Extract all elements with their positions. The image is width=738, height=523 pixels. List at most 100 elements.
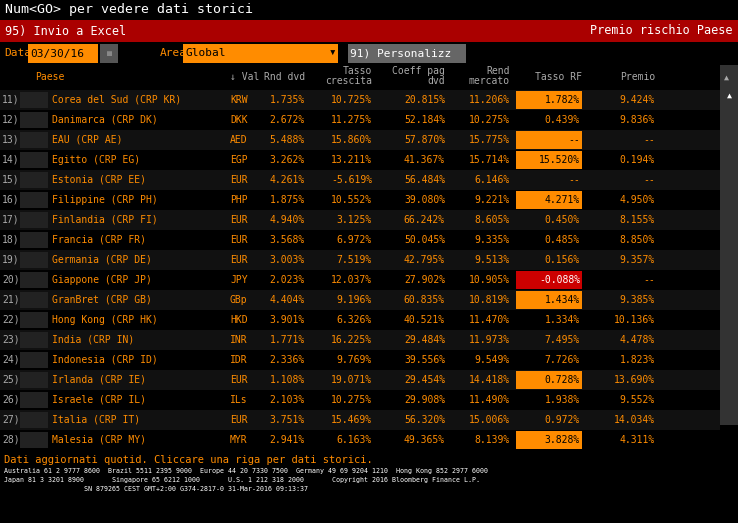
Text: 19.071%: 19.071% [331,375,372,385]
Text: 3.828%: 3.828% [545,435,580,445]
Text: GranBret (CRP GB): GranBret (CRP GB) [52,295,152,305]
Text: 8.605%: 8.605% [475,215,510,225]
Text: 9.357%: 9.357% [620,255,655,265]
Text: 17): 17) [2,215,20,225]
Text: Italia (CRP IT): Italia (CRP IT) [52,415,140,425]
Text: PHP: PHP [230,195,248,205]
Text: 19): 19) [2,255,20,265]
Text: 91) Personalizz: 91) Personalizz [350,49,451,59]
Text: EUR: EUR [230,375,248,385]
Text: 2.336%: 2.336% [270,355,305,365]
Bar [0,170,720,190]
Bar [20,232,48,248]
Text: 27): 27) [2,415,20,425]
Text: 52.184%: 52.184% [404,115,445,125]
Text: 0.194%: 0.194% [620,155,655,165]
Text: 14.418%: 14.418% [469,375,510,385]
Bar [20,212,48,228]
Text: GBp: GBp [230,295,248,305]
Text: 15.775%: 15.775% [469,135,510,145]
Text: ▲: ▲ [723,73,728,82]
Text: Australia 61 2 9777 8600  Brazil 5511 2395 9000  Europe 44 20 7330 7500  Germany: Australia 61 2 9777 8600 Brazil 5511 239… [4,468,488,474]
Text: 66.242%: 66.242% [404,215,445,225]
Text: 7.519%: 7.519% [337,255,372,265]
Text: 10.725%: 10.725% [331,95,372,105]
Text: 22): 22) [2,315,20,325]
Text: 4.478%: 4.478% [620,335,655,345]
Text: 29.484%: 29.484% [404,335,445,345]
Text: 15.860%: 15.860% [331,135,372,145]
Text: 10.275%: 10.275% [469,115,510,125]
Bar [720,65,738,425]
Text: Tasso: Tasso [342,66,372,76]
Text: 15.006%: 15.006% [469,415,510,425]
Bar [0,270,720,290]
Bar [20,112,48,128]
Text: 8.155%: 8.155% [620,215,655,225]
Text: 29.908%: 29.908% [404,395,445,405]
Text: 21): 21) [2,295,20,305]
Bar [0,130,720,150]
Text: 4.940%: 4.940% [270,215,305,225]
Text: 18): 18) [2,235,20,245]
Text: Estonia (CRP EE): Estonia (CRP EE) [52,175,146,185]
Text: EAU (CRP AE): EAU (CRP AE) [52,135,123,145]
Text: 1.823%: 1.823% [620,355,655,365]
Text: 16): 16) [2,195,20,205]
Text: 95) Invio a Excel: 95) Invio a Excel [5,25,126,38]
Bar [0,430,720,450]
Text: Indonesia (CRP ID): Indonesia (CRP ID) [52,355,158,365]
Bar [516,431,582,449]
Text: 9.549%: 9.549% [475,355,510,365]
Bar [20,92,48,108]
Text: 39.556%: 39.556% [404,355,445,365]
Text: 40.521%: 40.521% [404,315,445,325]
Text: --: -- [568,175,580,185]
Text: 6.163%: 6.163% [337,435,372,445]
Text: 10.552%: 10.552% [331,195,372,205]
Text: 14.034%: 14.034% [614,415,655,425]
Text: 14): 14) [2,155,20,165]
Text: 11): 11) [2,95,20,105]
Text: ▲: ▲ [726,90,731,99]
Text: --: -- [644,135,655,145]
Text: Filippine (CRP PH): Filippine (CRP PH) [52,195,158,205]
Text: ↓ Val: ↓ Val [230,72,259,82]
Text: EUR: EUR [230,255,248,265]
Text: Finlandia (CRP FI): Finlandia (CRP FI) [52,215,158,225]
Bar [20,412,48,428]
Text: 2.941%: 2.941% [270,435,305,445]
Text: 23): 23) [2,335,20,345]
Text: 10.136%: 10.136% [614,315,655,325]
Text: 2.672%: 2.672% [270,115,305,125]
Text: Giappone (CRP JP): Giappone (CRP JP) [52,275,152,285]
Text: 0.972%: 0.972% [545,415,580,425]
Text: HKD: HKD [230,315,248,325]
Text: 1.938%: 1.938% [545,395,580,405]
Bar [20,352,48,368]
Text: 0.728%: 0.728% [545,375,580,385]
Text: 3.003%: 3.003% [270,255,305,265]
Text: 12.037%: 12.037% [331,275,372,285]
Text: 4.261%: 4.261% [270,175,305,185]
Text: EUR: EUR [230,415,248,425]
Bar [0,150,720,170]
Text: Irlanda (CRP IE): Irlanda (CRP IE) [52,375,146,385]
Text: Premio rischio Paese: Premio rischio Paese [590,25,733,38]
Text: 2.023%: 2.023% [270,275,305,285]
Text: 42.795%: 42.795% [404,255,445,265]
Text: 15.469%: 15.469% [331,415,372,425]
Text: 60.835%: 60.835% [404,295,445,305]
Text: Rend: Rend [486,66,510,76]
Text: ■: ■ [106,49,111,58]
Bar [516,151,582,169]
Bar [20,132,48,148]
Bar [348,44,466,63]
Text: 11.490%: 11.490% [469,395,510,405]
Text: 9.335%: 9.335% [475,235,510,245]
Text: Danimarca (CRP DK): Danimarca (CRP DK) [52,115,158,125]
Bar [183,44,338,63]
Text: 0.156%: 0.156% [545,255,580,265]
Text: 0.439%: 0.439% [545,115,580,125]
Text: 4.950%: 4.950% [620,195,655,205]
